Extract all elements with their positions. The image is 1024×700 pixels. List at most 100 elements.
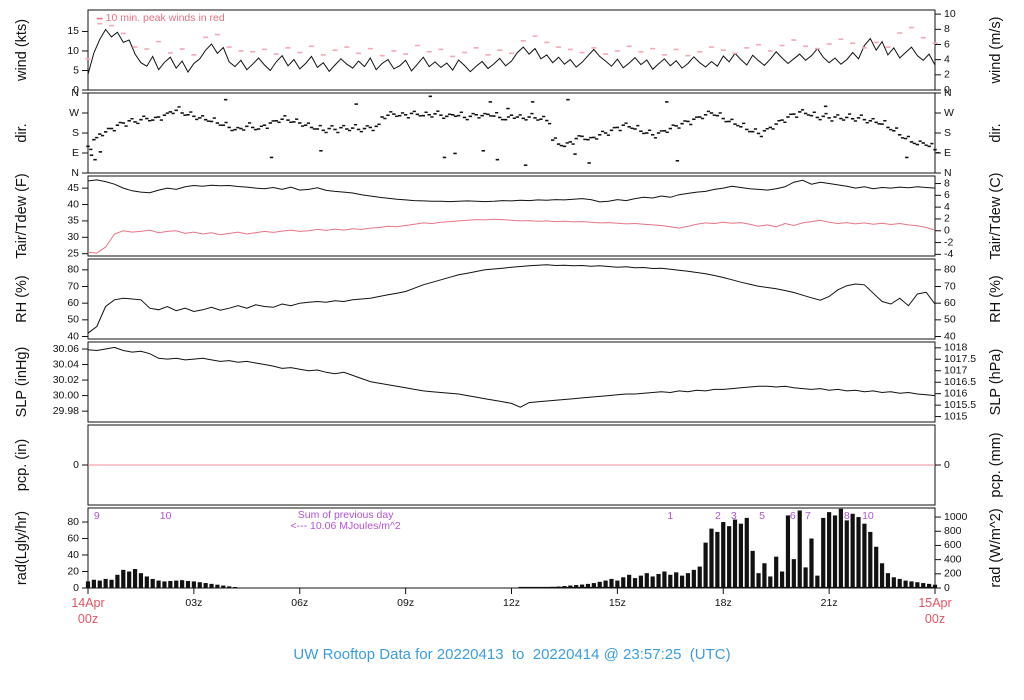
ytick-right-tair_tdew: 6: [944, 189, 950, 201]
xtick-label: 09z: [397, 597, 414, 609]
ytick-left-wind: 5: [73, 64, 79, 76]
ytick-right-rad: 0: [944, 582, 950, 594]
annotation-rad: 10: [160, 510, 172, 522]
ylabel-left-rh: RH (%): [14, 275, 30, 323]
annotation-rad: 10: [862, 510, 874, 522]
ytick-right-rad: 400: [944, 553, 962, 565]
series-wind-10min-peak: [85, 22, 938, 60]
annotation-rad: 3: [731, 510, 737, 522]
ytick-right-tair_tdew: -4: [944, 248, 953, 260]
ytick-left-slp: 30.06: [53, 343, 79, 355]
annotation-rad: <--- 10.06 MJoules/m^2: [290, 520, 400, 532]
xtick-label: 03z: [185, 597, 202, 609]
panel-box-dir: [87, 92, 936, 174]
ytick-left-dir: W: [69, 107, 79, 119]
ytick-right-slp: 1015.5: [944, 399, 976, 411]
panel-box-slp: [87, 341, 936, 423]
ytick-right-dir: N: [944, 87, 952, 99]
ytick-right-rad: 800: [944, 525, 962, 537]
annotation-wind: 10 min. peak winds in red: [106, 12, 225, 24]
ytick-left-dir: S: [72, 127, 79, 139]
ytick-right-rh: 70: [944, 280, 956, 292]
ylabel-right-rh: RH (%): [988, 275, 1004, 323]
ytick-left-rad: 80: [67, 516, 79, 528]
ytick-left-wind: 10: [67, 45, 79, 57]
ytick-left-wind: 0: [73, 84, 79, 96]
ytick-left-slp: 30.04: [53, 358, 79, 370]
ytick-right-tair_tdew: 2: [944, 213, 950, 225]
ylabel-left-wind: wind (kts): [14, 19, 30, 82]
ylabel-left-slp: SLP (inHg): [14, 347, 30, 418]
annotation-rad: 2: [715, 510, 721, 522]
ytick-right-slp: 1016: [944, 387, 968, 399]
ytick-left-pcp: 0: [73, 459, 79, 471]
panel-box-tair_tdew: [87, 175, 936, 257]
ytick-left-wind: 15: [67, 25, 79, 37]
ytick-left-slp: 29.98: [53, 405, 79, 417]
ytick-left-rad: 20: [67, 565, 79, 577]
panel-box-wind: [87, 9, 936, 91]
ytick-right-tair_tdew: 4: [944, 201, 950, 213]
xtick-label: 12z: [503, 597, 520, 609]
ytick-right-slp: 1017.5: [944, 353, 976, 365]
series-wind-speed-avg: [87, 28, 936, 75]
ytick-right-tair_tdew: 0: [944, 225, 950, 237]
ylabel-right-wind: wind (m/s): [988, 17, 1004, 85]
ytick-right-rh: 60: [944, 297, 956, 309]
panel-box-rh: [87, 258, 936, 340]
ytick-right-rad: 1000: [944, 511, 968, 523]
panel-wind: 0 5 10 15 0 2 4 6 8 10 wind (kts) wind (m/s) 10 min.…: [14, 8, 1004, 96]
ytick-right-tair_tdew: 8: [944, 177, 950, 189]
ytick-left-rad: 40: [67, 549, 79, 561]
ylabel-right-tair_tdew: Tair/Tdew (C): [988, 172, 1004, 259]
ytick-right-rh: 80: [944, 264, 956, 276]
start-date-label: 14Apr: [71, 596, 104, 610]
ytick-left-slp: 30.02: [53, 374, 79, 386]
ytick-right-pcp: 0: [944, 459, 950, 471]
ylabel-left-dir: dir.: [14, 123, 30, 142]
ytick-right-dir: E: [944, 147, 951, 159]
ytick-right-wind: 6: [944, 38, 950, 50]
series-dewpoint-temperature: [87, 218, 936, 254]
series-air-temperature: [87, 179, 936, 203]
ytick-right-wind: 2: [944, 69, 950, 81]
ytick-right-tair_tdew: -2: [944, 236, 953, 248]
ylabel-left-tair_tdew: Tair/Tdew (F): [14, 173, 30, 258]
xtick-label: 06z: [291, 597, 308, 609]
panel-slp: 29.9830.0030.0230.0430.0610151015.510161…: [14, 341, 1004, 423]
ytick-left-dir: N: [71, 167, 79, 179]
ytick-right-rh: 50: [944, 314, 956, 326]
ytick-left-rh: 80: [67, 264, 79, 276]
ylabel-left-rad: rad(Lgly/hr): [14, 511, 30, 585]
ytick-left-tair_tdew: 30: [67, 231, 79, 243]
annotation-rad: 5: [759, 510, 765, 522]
xtick-label: 18z: [715, 597, 732, 609]
end-date-label: 00z: [925, 612, 945, 626]
ytick-right-dir: W: [944, 107, 954, 119]
ytick-left-rh: 60: [67, 297, 79, 309]
series-sea-level-pressure: [87, 346, 936, 408]
start-date-label: 00z: [78, 612, 98, 626]
series-relative-humidity: [87, 264, 936, 334]
ylabel-right-dir: dir.: [988, 123, 1004, 142]
figure-caption: UW Rooftop Data for 20220413 to 20220414…: [293, 646, 731, 663]
ytick-left-dir: E: [72, 147, 79, 159]
ylabel-right-slp: SLP (hPa): [988, 349, 1004, 416]
series-wind-direction: [86, 95, 940, 167]
ytick-right-rad: 600: [944, 539, 962, 551]
ytick-right-rad: 200: [944, 568, 962, 580]
ytick-right-wind: 8: [944, 23, 950, 35]
annotation-rad: 8: [844, 510, 850, 522]
xtick-label: 15z: [609, 597, 626, 609]
panel-pcp: 0 0 pcp. (in) pcp. (mm): [14, 424, 1004, 506]
series-solar-radiation: [85, 508, 938, 589]
ytick-right-rh: 40: [944, 330, 956, 342]
ytick-left-rad: 60: [67, 532, 79, 544]
ytick-right-dir: N: [944, 167, 952, 179]
ytick-right-slp: 1015: [944, 410, 968, 422]
annotation-rad: 7: [805, 510, 811, 522]
ytick-right-wind: 0: [944, 84, 950, 96]
